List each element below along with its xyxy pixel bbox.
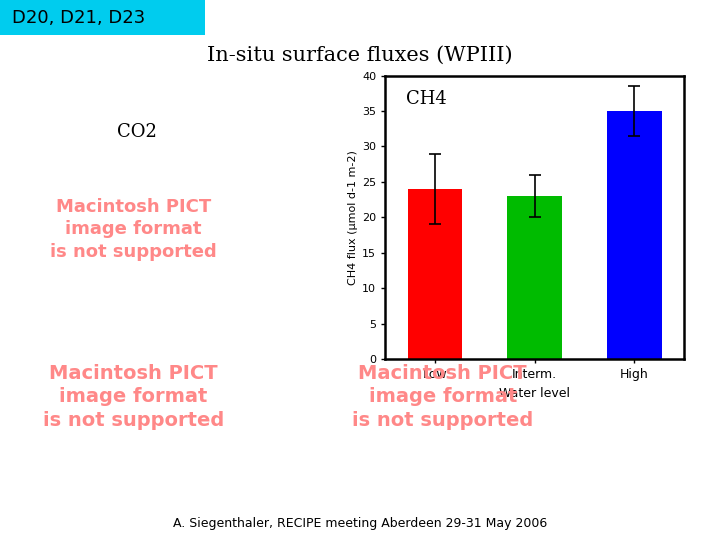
Text: Macintosh PICT
image format
is not supported: Macintosh PICT image format is not suppo… <box>42 364 224 430</box>
Text: CH4: CH4 <box>406 90 447 108</box>
Bar <box>408 189 462 359</box>
Bar <box>607 111 662 359</box>
Text: Macintosh PICT
image format
is not supported: Macintosh PICT image format is not suppo… <box>50 198 217 261</box>
Text: CO2: CO2 <box>117 123 157 141</box>
Y-axis label: CH4 flux (μmol d-1 m-2): CH4 flux (μmol d-1 m-2) <box>348 150 358 285</box>
Text: D20, D21, D23: D20, D21, D23 <box>12 9 145 26</box>
Bar <box>507 196 562 359</box>
Text: A. Siegenthaler, RECIPE meeting Aberdeen 29-31 May 2006: A. Siegenthaler, RECIPE meeting Aberdeen… <box>173 517 547 530</box>
Text: Macintosh PICT
image format
is not supported: Macintosh PICT image format is not suppo… <box>352 364 534 430</box>
X-axis label: Water level: Water level <box>499 387 570 400</box>
Text: In-situ surface fluxes (WPIII): In-situ surface fluxes (WPIII) <box>207 46 513 65</box>
